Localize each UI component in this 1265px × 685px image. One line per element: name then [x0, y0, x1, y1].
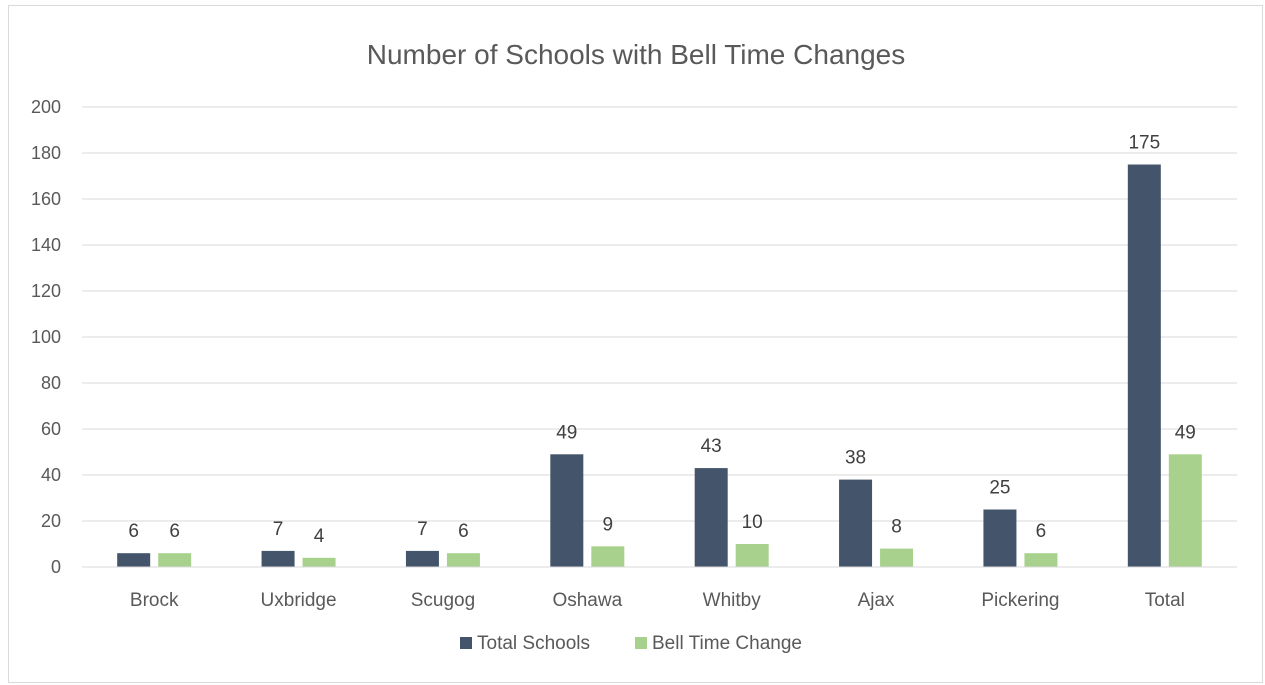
data-labels: 6 6 7 4 7 6 49 9 43 10 38 8 25 6 175 49: [128, 133, 1195, 547]
bar-total-schools: [550, 454, 584, 567]
data-label: 4: [314, 526, 325, 547]
bar-total-schools: [117, 553, 151, 567]
y-tick-label: 180: [31, 143, 61, 163]
bar-bell-time-change: [446, 553, 480, 567]
bar-total-schools: [261, 550, 295, 567]
data-label: 7: [273, 519, 284, 540]
bar-total-schools: [405, 550, 439, 567]
bar-bell-time-change: [1024, 553, 1058, 567]
y-tick-label: 20: [41, 511, 61, 531]
y-axis: 0 20 40 60 80 100 120 140 160 180 200: [31, 97, 61, 577]
y-tick-label: 140: [31, 235, 61, 255]
legend-label: Bell Time Change: [652, 633, 802, 654]
y-tick-label: 160: [31, 189, 61, 209]
y-tick-label: 200: [31, 97, 61, 117]
data-label: 7: [417, 519, 428, 540]
y-tick-label: 0: [51, 557, 61, 577]
data-label: 9: [603, 514, 614, 535]
x-tick-label: Brock: [130, 590, 179, 611]
bar-bell-time-change: [158, 553, 192, 567]
data-label: 175: [1128, 133, 1160, 154]
bar-total-schools: [694, 468, 728, 567]
y-tick-label: 60: [41, 419, 61, 439]
bar-bell-time-change: [591, 546, 625, 567]
data-label: 6: [169, 521, 180, 542]
data-label: 38: [845, 448, 866, 469]
legend-swatch: [635, 637, 647, 649]
gridlines: [82, 106, 1237, 568]
bar-bell-time-change: [302, 557, 336, 567]
bar-bell-time-change: [1168, 454, 1202, 567]
y-tick-label: 80: [41, 373, 61, 393]
y-tick-label: 120: [31, 281, 61, 301]
x-tick-label: Whitby: [703, 590, 762, 611]
chart-title: Number of Schools with Bell Time Changes: [367, 39, 905, 70]
data-label: 8: [891, 517, 902, 538]
bar-total-schools: [839, 479, 873, 567]
data-label: 6: [458, 521, 469, 542]
legend-label: Total Schools: [477, 633, 590, 654]
bar-bell-time-change: [735, 544, 769, 567]
x-tick-label: Ajax: [858, 590, 895, 611]
y-tick-label: 100: [31, 327, 61, 347]
data-label: 10: [742, 512, 763, 533]
data-label: 49: [1175, 422, 1196, 443]
x-axis: Brock Uxbridge Scugog Oshawa Whitby Ajax Picke…: [82, 566, 1237, 611]
x-tick-label: Uxbridge: [261, 590, 337, 611]
chart-frame: [8, 5, 1263, 683]
bar-total-schools: [983, 509, 1017, 567]
data-label: 6: [128, 521, 139, 542]
data-label: 49: [556, 422, 577, 443]
x-tick-label: Pickering: [981, 590, 1059, 611]
data-label: 43: [701, 436, 722, 457]
data-label: 6: [1036, 521, 1047, 542]
legend-swatch: [460, 637, 472, 649]
bar-bell-time-change: [880, 548, 914, 567]
data-label: 25: [989, 478, 1010, 499]
legend: Total Schools Bell Time Change: [460, 633, 802, 654]
bar-total-schools: [1127, 164, 1161, 567]
y-tick-label: 40: [41, 465, 61, 485]
x-tick-label: Oshawa: [552, 590, 622, 611]
x-tick-label: Scugog: [411, 590, 475, 611]
x-tick-label: Total: [1145, 590, 1185, 611]
bars: [117, 164, 1202, 567]
